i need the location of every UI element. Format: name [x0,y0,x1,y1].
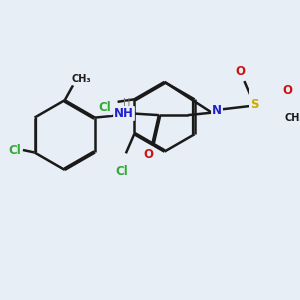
Text: O: O [235,64,245,78]
Text: NH: NH [114,107,134,120]
Text: CH₃: CH₃ [72,74,91,84]
Text: O: O [283,84,292,97]
Text: CH₃: CH₃ [284,113,300,124]
Text: H: H [123,98,130,108]
Text: Cl: Cl [99,101,112,114]
Text: S: S [250,98,259,111]
Text: O: O [143,148,153,161]
Text: Cl: Cl [8,143,21,157]
Text: Cl: Cl [116,165,128,178]
Text: N: N [212,104,222,118]
